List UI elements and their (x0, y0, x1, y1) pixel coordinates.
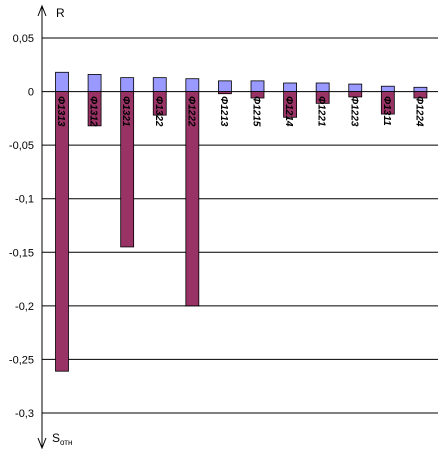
category-label: Φ1224 (413, 96, 424, 127)
bar-positive (380, 85, 395, 92)
bar-positive (185, 78, 200, 92)
bar-negative (55, 91, 69, 372)
category-label: Φ1215 (251, 96, 262, 127)
y-tick-label: -0,05 (9, 140, 34, 152)
bar-positive (315, 82, 330, 92)
y-axis-bottom-label-main: S (52, 431, 60, 445)
y-tick-label: -0,1 (15, 194, 34, 206)
bar-positive (283, 82, 297, 92)
bar-negative (250, 91, 265, 99)
arrow-up-icon (37, 4, 47, 17)
bar-positive (87, 74, 102, 92)
y-axis-top-label: R (56, 6, 65, 20)
y-axis-bottom-label-sub: отн (60, 438, 72, 447)
bar-negative (283, 91, 297, 118)
y-tick-label: -0,2 (15, 301, 34, 313)
category-label: Φ1322 (153, 96, 164, 127)
y-tick-labels: 0,05 0 -0,05 -0,1 -0,15 -0,2 -0,25 -0,3 (9, 33, 34, 420)
category-label: Φ1213 (218, 96, 229, 127)
bar-positive (152, 77, 167, 92)
bar-negative (120, 91, 135, 248)
y-tick-label: 0 (28, 87, 34, 99)
category-label: Φ1313 (55, 96, 66, 127)
bar-positive (218, 80, 232, 92)
bar-negative (348, 91, 363, 98)
category-label: Φ1223 (348, 96, 359, 127)
bar-negative (185, 91, 200, 307)
y-axis: R Sотн (37, 4, 72, 450)
bar-negative (152, 91, 167, 116)
y-tick-label: 0,05 (13, 33, 34, 45)
bar-negative (218, 91, 232, 95)
y-tick-label: -0,15 (9, 247, 34, 259)
category-label: Φ1311 (381, 96, 392, 126)
bar-negative (413, 91, 428, 99)
bar-negative (87, 91, 102, 127)
y-tick-label: -0,3 (15, 408, 34, 420)
category-label: Φ1321 (120, 96, 131, 127)
y-axis-bottom-label: Sотн (52, 431, 72, 447)
category-label: Φ1221 (316, 96, 327, 127)
category-labels: Φ1313 Φ1312 Φ1321 Φ1322 Φ1222 Φ1213 Φ1215 Φ1214… (55, 96, 424, 127)
category-label: Φ1214 (283, 96, 294, 127)
bar-negative (315, 91, 330, 104)
bar-positive (250, 80, 265, 92)
category-label: Φ1222 (185, 96, 196, 127)
bar-positive (348, 83, 363, 92)
bar-negative (380, 91, 395, 115)
y-tick-label: -0,25 (9, 354, 34, 366)
category-label: Φ1312 (88, 96, 99, 127)
bar-positive (55, 71, 69, 92)
bars (55, 71, 428, 372)
bar-positive (120, 77, 135, 92)
arrow-down-icon (37, 437, 47, 450)
gridlines (42, 37, 438, 414)
bar-positive (413, 86, 428, 92)
